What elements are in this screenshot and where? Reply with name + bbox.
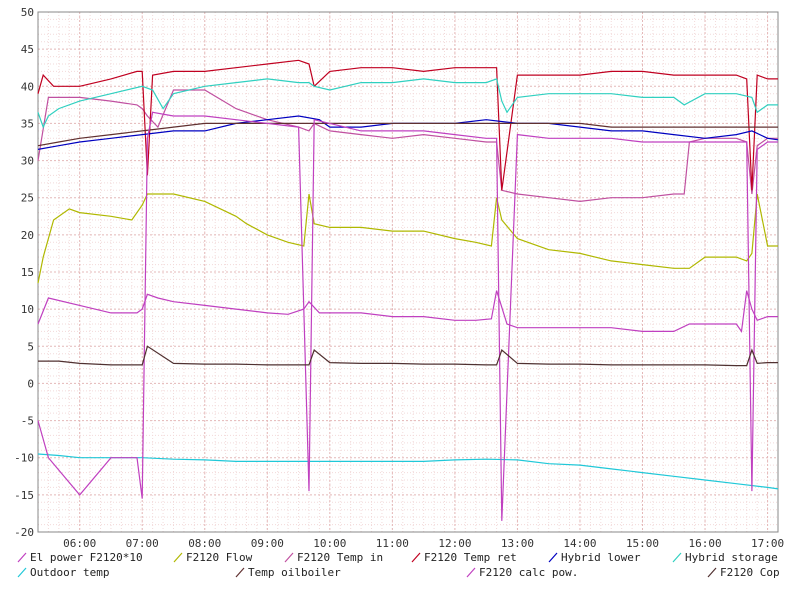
- series-line-f2120-cop: [38, 345, 778, 367]
- legend-swatch: [173, 552, 183, 563]
- y-tick-label: 45: [21, 43, 34, 56]
- x-tick-label: 06:00: [63, 537, 96, 550]
- x-tick-label: 16:00: [688, 537, 721, 550]
- legend-swatch: [411, 552, 421, 563]
- x-tick-label: 11:00: [376, 537, 409, 550]
- legend-label: F2120 calc pow.: [479, 566, 578, 579]
- y-tick-label: -5: [21, 415, 34, 428]
- x-tick-label: 17:00: [751, 537, 784, 550]
- x-tick-label: 12:00: [438, 537, 471, 550]
- y-tick-label: 30: [21, 155, 34, 168]
- legend-swatch: [235, 567, 245, 578]
- y-tick-label: -15: [14, 489, 34, 502]
- legend-swatch: [17, 567, 27, 578]
- x-tick-label: 10:00: [313, 537, 346, 550]
- legend-swatch: [707, 567, 717, 578]
- y-tick-label: 50: [21, 6, 34, 19]
- legend-label: F2120 Temp in: [297, 551, 383, 564]
- series-line-el-power-f2120-10: [37, 290, 778, 334]
- y-tick-label: 35: [21, 117, 34, 130]
- series-lines: [37, 59, 779, 521]
- x-tick-label: 09:00: [251, 537, 284, 550]
- series-line-outdoor-temp: [37, 453, 779, 490]
- legend-label: Hybrid storage: [685, 551, 778, 564]
- series-line-temp-oilboiler: [37, 122, 778, 147]
- legend-label: F2120 Temp ret: [424, 551, 517, 564]
- y-tick-label: -20: [14, 526, 34, 539]
- series-line-f2120-temp-in: [37, 89, 778, 203]
- x-axis-tick-labels: 06:00 07:00 08:00 09:00 10:00 11:00 12:00 13:00…: [63, 537, 784, 550]
- y-tick-label: 0: [27, 377, 34, 390]
- y-tick-label: 25: [21, 192, 34, 205]
- minor-gridlines: [37, 12, 779, 532]
- x-tick-label: 08:00: [188, 537, 221, 550]
- legend-swatch: [284, 552, 294, 563]
- y-tick-label: -10: [14, 452, 34, 465]
- series-line-f2120-temp-ret: [37, 59, 778, 191]
- legend-swatch: [548, 552, 558, 563]
- y-tick-label: 15: [21, 266, 34, 279]
- legend-label: Outdoor temp: [30, 566, 109, 579]
- y-tick-label: 20: [21, 229, 34, 242]
- x-tick-label: 13:00: [501, 537, 534, 550]
- plot-frame: [37, 11, 779, 533]
- series-line-f2120-flow: [37, 193, 778, 284]
- x-tick-label: 14:00: [563, 537, 596, 550]
- legend-label: F2120 Flow: [186, 551, 253, 564]
- series-line-f2120-calc-pow: [37, 111, 778, 521]
- legend-label: F2120 Cop: [720, 566, 780, 579]
- y-tick-label: 5: [27, 340, 34, 353]
- y-tick-label: 40: [21, 80, 34, 93]
- legend-label: Temp oilboiler: [248, 566, 341, 579]
- legend-label: Hybrid lower: [561, 551, 641, 564]
- legend-label: El power F2120*10: [30, 551, 143, 564]
- legend-swatch: [672, 552, 682, 563]
- y-tick-label: 10: [21, 303, 34, 316]
- legend: El power F2120*10 F2120 Flow F2120 Temp in…: [17, 551, 780, 579]
- legend-swatch: [466, 567, 476, 578]
- x-tick-label: 07:00: [126, 537, 159, 550]
- legend-swatch: [17, 552, 27, 563]
- x-tick-label: 15:00: [626, 537, 659, 550]
- series-line-hybrid-storage: [37, 78, 778, 129]
